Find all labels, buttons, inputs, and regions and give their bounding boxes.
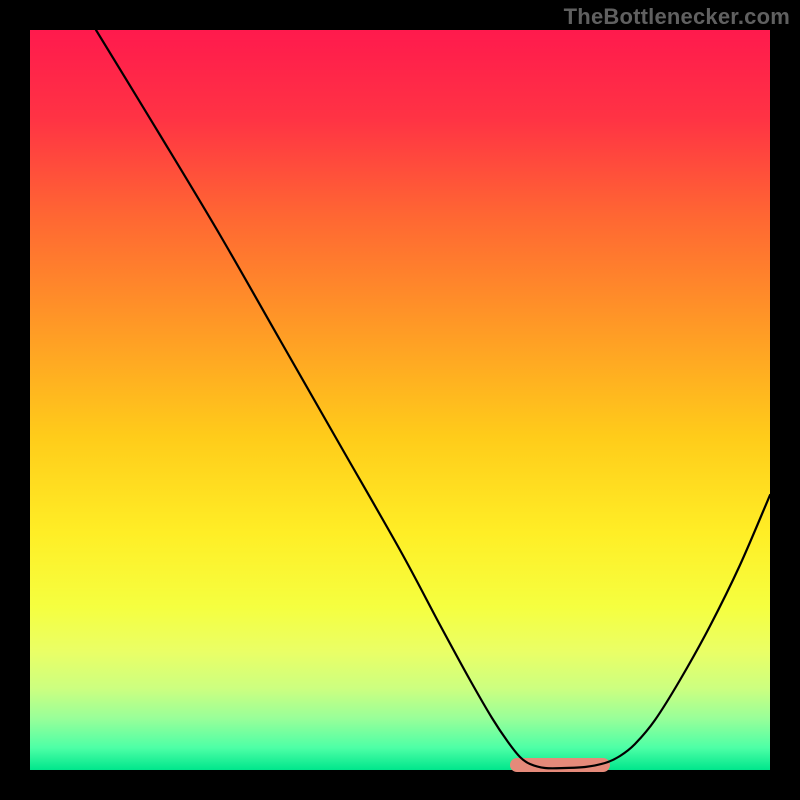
watermark-text: TheBottlenecker.com bbox=[564, 4, 790, 30]
curve-overlay bbox=[30, 30, 770, 770]
bottleneck-curve bbox=[96, 30, 770, 768]
plot-area bbox=[30, 30, 770, 770]
chart-container: TheBottlenecker.com bbox=[0, 0, 800, 800]
